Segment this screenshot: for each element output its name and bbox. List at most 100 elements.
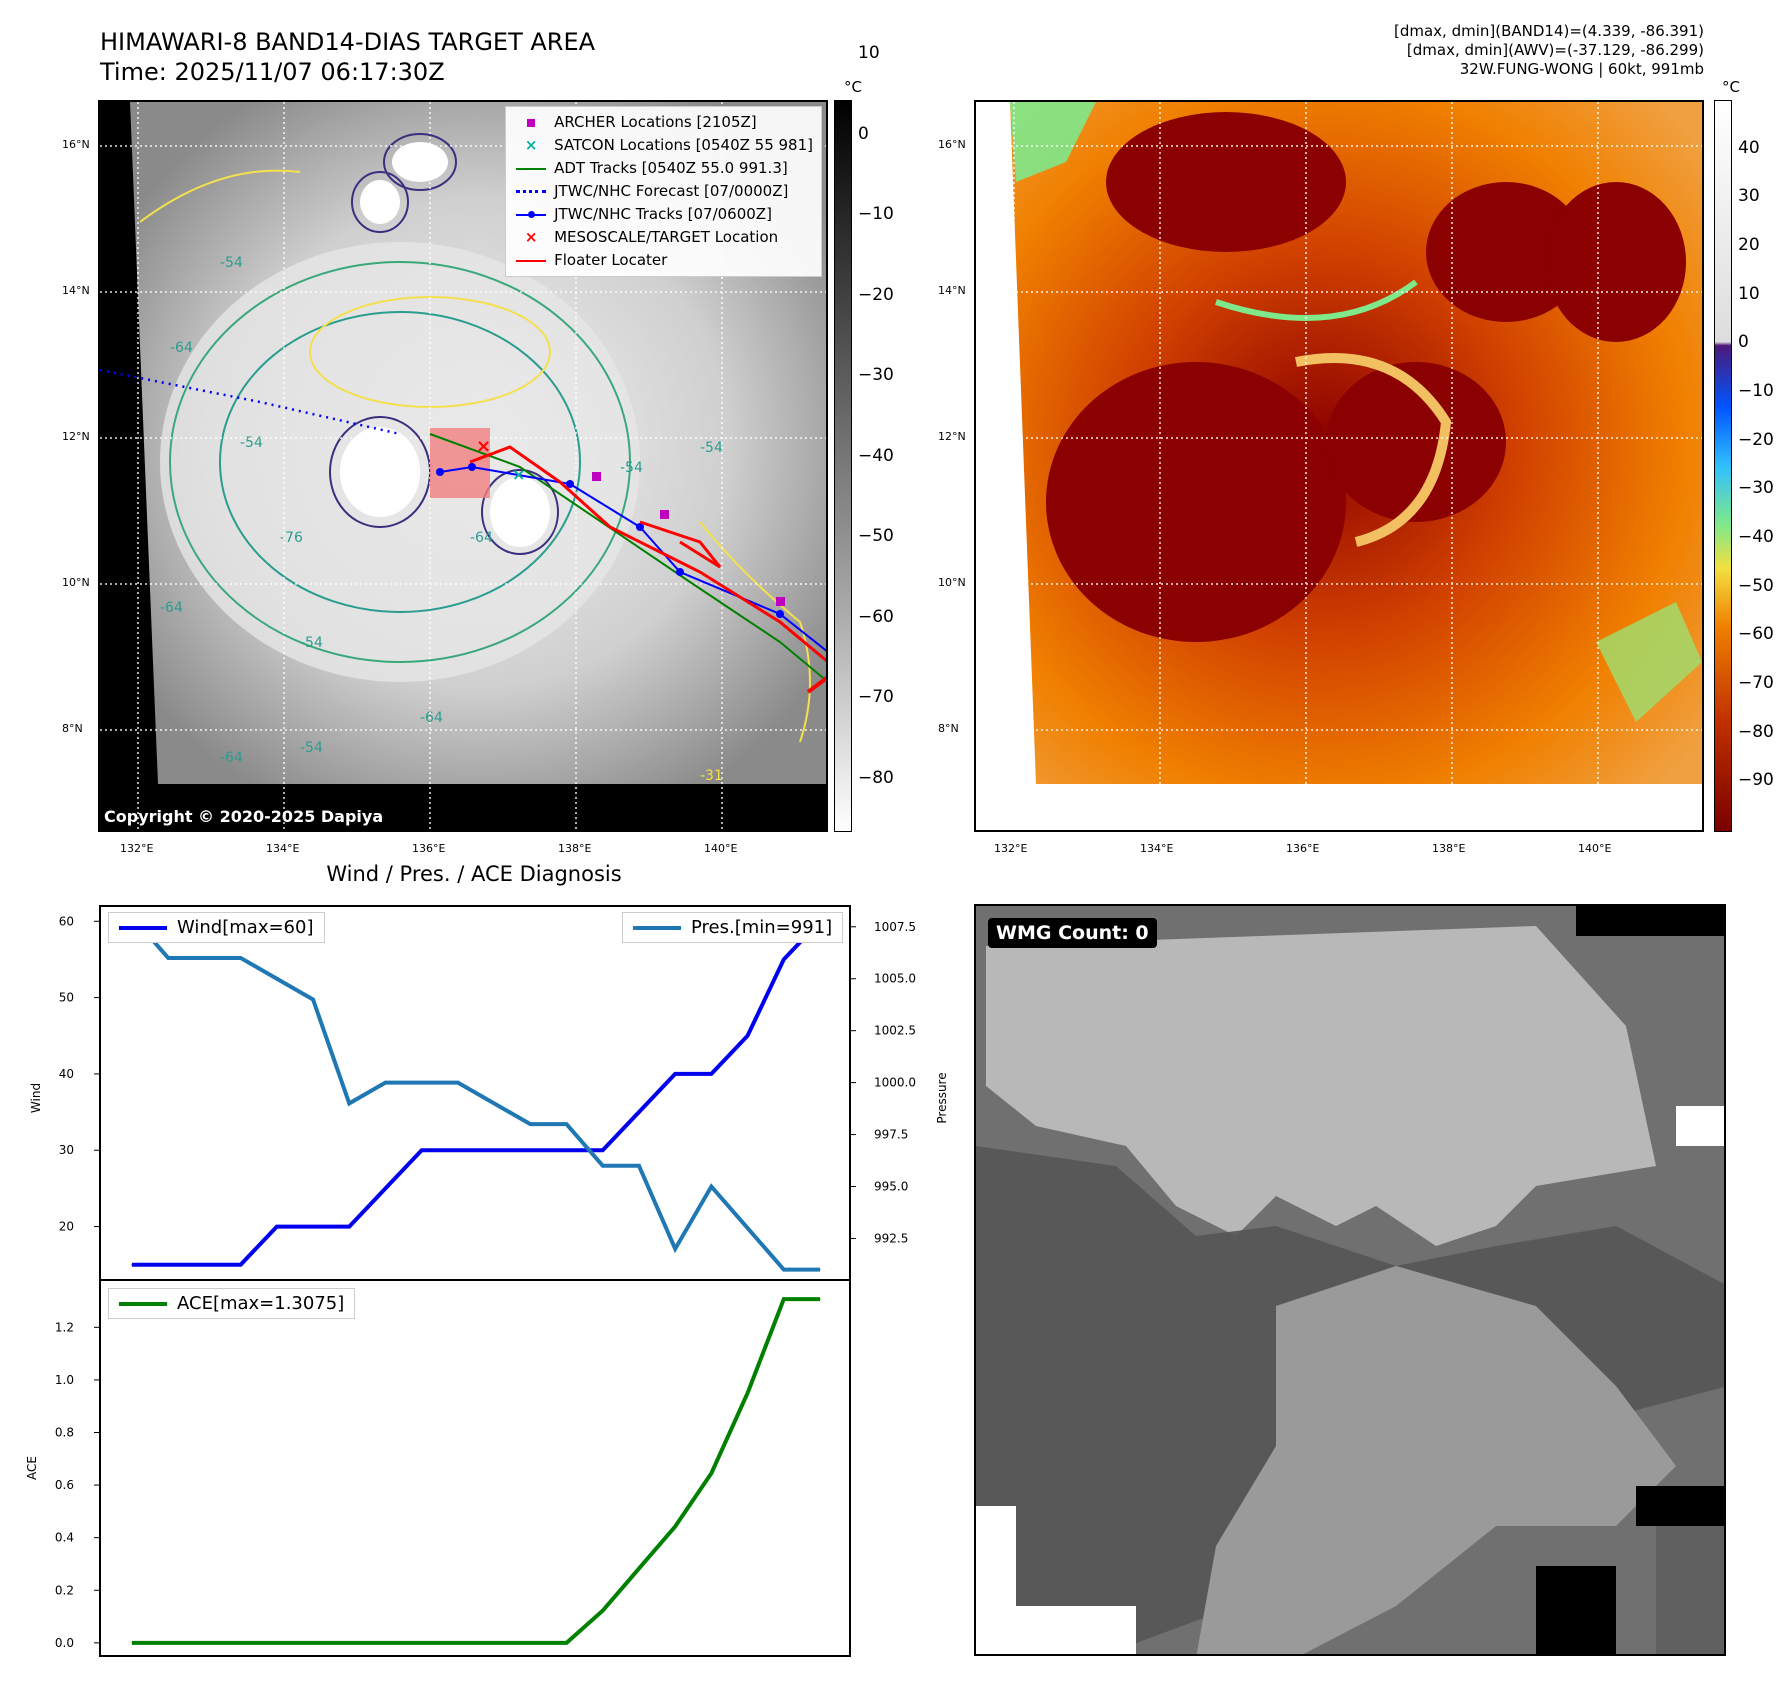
ace-tick-label: 0.8 [55, 1426, 74, 1440]
legend-label: Floater Locater [554, 251, 668, 269]
wind-series-point [457, 1149, 459, 1151]
series-layer [130, 915, 822, 1645]
wind-series-point [710, 1073, 712, 1075]
ace-series-point [167, 1642, 169, 1644]
pressure-series-point [348, 1102, 350, 1104]
pressure-series-line [130, 915, 820, 1272]
wind-series-point [746, 1035, 749, 1037]
wind-series-point [493, 1149, 495, 1151]
lon-label: 136°E [1286, 842, 1320, 855]
pressure-series-point [457, 1082, 459, 1084]
mesoscale-target-box [430, 428, 490, 498]
wind-tick-label: 50 [59, 991, 74, 1005]
contour-label: -54 [700, 440, 723, 456]
archer-locations [592, 472, 785, 606]
line-dot-icon [514, 210, 548, 218]
copyright: Copyright © 2020-2025 Dapiya [104, 807, 384, 826]
ace-legend-label: ACE[max=1.3075] [177, 1293, 345, 1314]
colorbar-tick-label: −20 [1738, 429, 1774, 450]
colorbar-tick-label: −40 [1738, 527, 1774, 547]
legend-label: ADT Tracks [0540Z 55.0 991.3] [554, 159, 788, 177]
ace-series-point [240, 1642, 242, 1644]
ace-legend: ACE[max=1.3075] [108, 1288, 356, 1319]
ace-ylabel: ACE [25, 1456, 39, 1480]
ace-series-point [203, 1642, 206, 1644]
colorbar-tick-label: −50 [1738, 575, 1774, 596]
colorbar-tick-label: 0 [1738, 332, 1749, 353]
wind-ylabel: Wind [29, 1083, 43, 1113]
pressure-tick-label: 1007.5 [874, 920, 916, 934]
legend-item: JTWC/NHC Tracks [07/0600Z] [514, 203, 813, 226]
contour-label: -54 [300, 740, 323, 756]
band14-range: [dmax, dmin](BAND14)=(4.339, -86.391) [1393, 22, 1704, 40]
ace-series-point [638, 1567, 640, 1570]
ace-series-point [312, 1642, 314, 1644]
ace-series-point [819, 1298, 821, 1300]
wind-tick-label: 30 [59, 1143, 74, 1157]
dmax-dmin-info: [dmax, dmin](BAND14)=(4.339, -86.391) [d… [1104, 22, 1704, 79]
legend-label: JTWC/NHC Tracks [07/0600Z] [554, 205, 772, 223]
pressure-series-point [421, 1082, 423, 1084]
left-colorbar-unit: °C [844, 78, 862, 96]
pressure-series-point [276, 978, 278, 980]
pressure-series-point [602, 1165, 604, 1167]
awv-map [974, 100, 1704, 832]
legend-label: ARCHER Locations [2105Z] [554, 113, 757, 131]
pressure-ylabel: Pressure [935, 1072, 949, 1123]
wind-series-point [167, 1264, 169, 1266]
ace-series-point [602, 1610, 604, 1612]
line-icon [514, 259, 548, 262]
colorbar-tick-label: −30 [1738, 478, 1774, 499]
pressure-tick-label: 992.5 [874, 1231, 908, 1245]
map-gridlines [100, 102, 826, 830]
left-map-legend: ARCHER Locations [2105Z] × SATCON Locatio… [505, 106, 822, 277]
pressure-series-point [167, 957, 169, 959]
band14-map: -54 -64 -54 -54 -64 -76 -54 -64 -54 -64 … [98, 100, 828, 832]
pressure-tick-label: 1005.0 [874, 972, 916, 986]
lat-label: 10°N [62, 576, 90, 589]
legend-label: SATCON Locations [0540Z 55 981] [554, 136, 813, 154]
lon-label: 134°E [1140, 842, 1174, 855]
wind-series-point [384, 1187, 387, 1190]
lon-label: 136°E [412, 842, 446, 855]
contour-label: -31 [700, 768, 723, 784]
storm-info: 32W.FUNG-WONG | 60kt, 991mb [1459, 60, 1704, 78]
contour-label: -64 [170, 340, 193, 356]
colorbar-tick-label: −90 [1738, 770, 1774, 791]
pressure-legend: Pres.[min=991] [622, 912, 844, 943]
colorbar-tick-label: −80 [858, 767, 894, 788]
ace-tick-label: 0.6 [55, 1478, 74, 1492]
pressure-tick-label: 1000.0 [874, 1076, 916, 1090]
lon-label: 132°E [994, 842, 1028, 855]
pressure-series-point [710, 1185, 712, 1188]
ace-tick-label: 1.2 [55, 1320, 74, 1334]
wind-series-point [348, 1225, 350, 1228]
colorbar-tick-label: 40 [1738, 137, 1760, 158]
contour-label: -54 [300, 635, 323, 651]
awv-range: [dmax, dmin](AWV)=(-37.129, -86.299) [1406, 41, 1704, 59]
pressure-series-point [312, 998, 314, 1001]
ace-series-point [710, 1472, 712, 1474]
ace-series-point [457, 1642, 459, 1644]
line-icon [514, 167, 548, 170]
wmg-count-label: WMG Count: 0 [988, 918, 1157, 948]
wind-legend: Wind[max=60] [108, 912, 325, 943]
pressure-tick-label: 997.5 [874, 1128, 908, 1142]
pressure-series-point [240, 957, 242, 959]
ace-series-point [493, 1642, 495, 1644]
pressure-series-point [203, 957, 206, 959]
wind-tick-label: 60 [59, 914, 74, 928]
pressure-series-point [638, 1165, 640, 1167]
ace-series-point [746, 1392, 749, 1394]
ace-series-line [132, 1297, 820, 1645]
chart-title: HIMAWARI-8 BAND14-DIAS TARGET AREA [100, 28, 596, 56]
lat-label: 16°N [62, 138, 90, 151]
contour-label: -54 [620, 460, 643, 476]
pressure-series-point [674, 1248, 676, 1250]
pressure-series-point [529, 1123, 531, 1125]
ace-axis: 1.2 1.0 0.8 0.6 0.4 0.2 0.0 [55, 1320, 100, 1650]
wmg-bright-region [986, 926, 1656, 1246]
pressure-series-point [384, 1082, 387, 1084]
wind-series-point [240, 1264, 242, 1266]
wind-series-point [783, 958, 785, 961]
